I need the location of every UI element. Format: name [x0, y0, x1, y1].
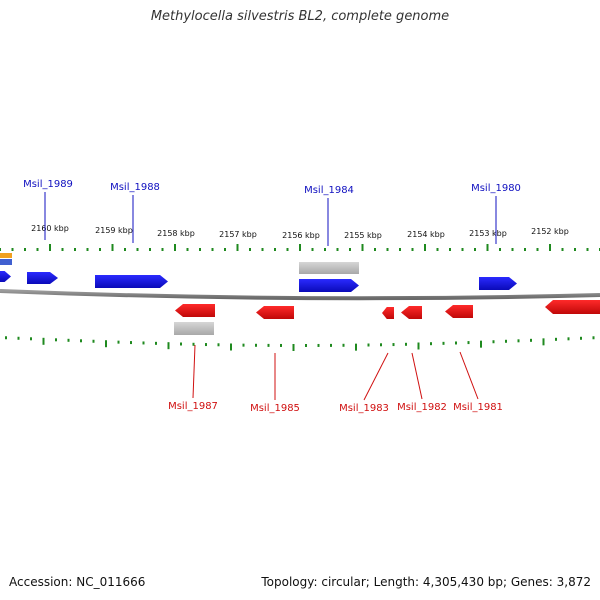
- scale-label: 2153 kbp: [469, 229, 507, 238]
- gene-label-reverse: Msil_1982: [397, 402, 447, 413]
- reverse-gene-arrow: [401, 306, 422, 319]
- forward-gene-arrow: [95, 275, 168, 288]
- map-title: Methylocella silvestris BL2, complete ge…: [150, 9, 450, 24]
- rna-feature: [299, 262, 359, 274]
- gene-label-reverse: Msil_1985: [250, 403, 300, 414]
- gene-label-forward: Msil_1980: [471, 183, 521, 194]
- gene-label-reverse: Msil_1983: [339, 403, 389, 414]
- gene-label-reverse: Msil_1987: [168, 401, 218, 412]
- forward-gene-arrow: [0, 271, 11, 282]
- reverse-gene-arrow: [445, 305, 473, 318]
- gene-label-reverse: Msil_1981: [453, 402, 503, 413]
- accession-label: Accession: NC_011666: [9, 575, 146, 589]
- gene-leader-line: [411, 352, 423, 400]
- feature-blue: [0, 259, 12, 265]
- gene-label-forward: Msil_1988: [110, 182, 160, 193]
- rna-feature: [174, 322, 214, 335]
- gene-leader-line: [363, 352, 389, 401]
- genome-backbone: [0, 289, 600, 301]
- reverse-gene-arrow: [256, 306, 294, 319]
- scale-label: 2158 kbp: [157, 229, 195, 238]
- scale-label: 2154 kbp: [407, 230, 445, 239]
- forward-gene-arrow: [27, 272, 58, 284]
- forward-gene-arrow: [479, 277, 517, 290]
- gene-leader-line: [192, 344, 196, 399]
- reverse-gene-arrow: [175, 304, 215, 317]
- scale-label: 2155 kbp: [344, 231, 382, 240]
- reverse-gene-arrow: [545, 300, 600, 314]
- gene-label-forward: Msil_1989: [23, 179, 73, 190]
- scale-label: 2157 kbp: [219, 230, 257, 239]
- scale-label: 2152 kbp: [531, 227, 569, 236]
- forward-gene-arrow: [299, 279, 359, 292]
- scale-label: 2160 kbp: [31, 224, 69, 233]
- scale-label: 2156 kbp: [282, 231, 320, 240]
- feature-orange: [0, 253, 12, 258]
- topology-label: Topology: circular; Length: 4,305,430 bp…: [261, 575, 591, 589]
- reverse-gene-arrow: [382, 307, 394, 319]
- gene-leader-line: [459, 351, 479, 400]
- gene-label-forward: Msil_1984: [304, 185, 354, 196]
- scale-label: 2159 kbp: [95, 226, 133, 235]
